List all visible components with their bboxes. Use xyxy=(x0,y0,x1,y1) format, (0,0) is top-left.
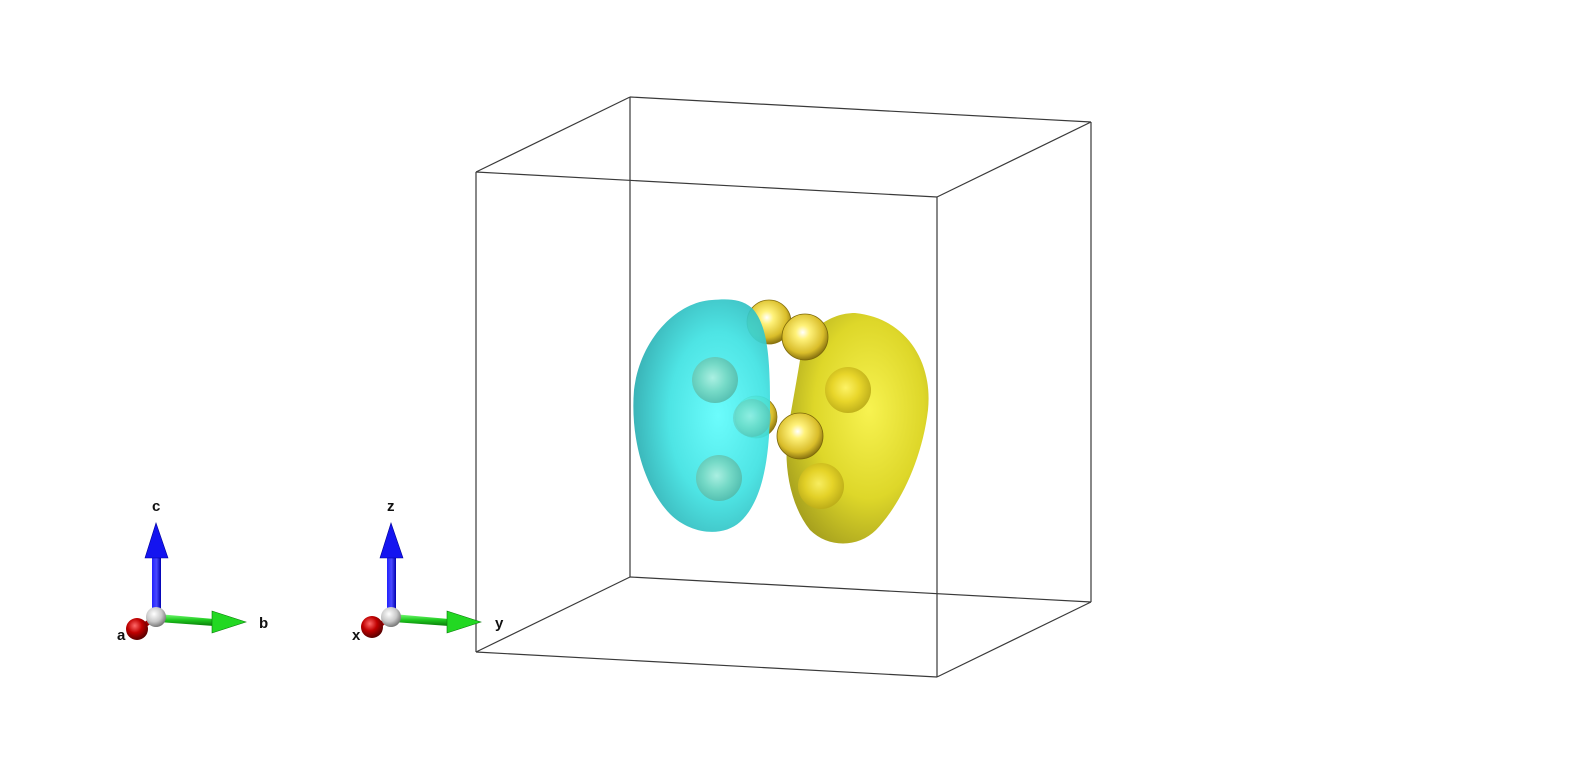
atoms-front xyxy=(776,313,829,460)
axis-label-x: x xyxy=(352,627,361,644)
axis-label-y: y xyxy=(495,615,504,632)
atom xyxy=(798,463,844,509)
cartesian-axes-triad: z y x xyxy=(352,498,504,644)
axis-label-b: b xyxy=(259,615,268,632)
atom xyxy=(776,412,824,460)
atom xyxy=(692,357,738,403)
axis-label-a: a xyxy=(117,627,126,644)
axis-label-c: c xyxy=(152,498,160,515)
axis-label-z: z xyxy=(387,498,395,515)
unit-cell-front xyxy=(475,171,938,678)
atom xyxy=(825,367,871,413)
lattice-axes-triad: c b a xyxy=(117,498,268,644)
isosurface-negative xyxy=(633,299,771,532)
atom xyxy=(781,313,829,361)
atom xyxy=(696,455,742,501)
unit-cell xyxy=(475,96,1092,678)
isosurface-positive xyxy=(786,313,929,544)
atom xyxy=(733,399,771,437)
